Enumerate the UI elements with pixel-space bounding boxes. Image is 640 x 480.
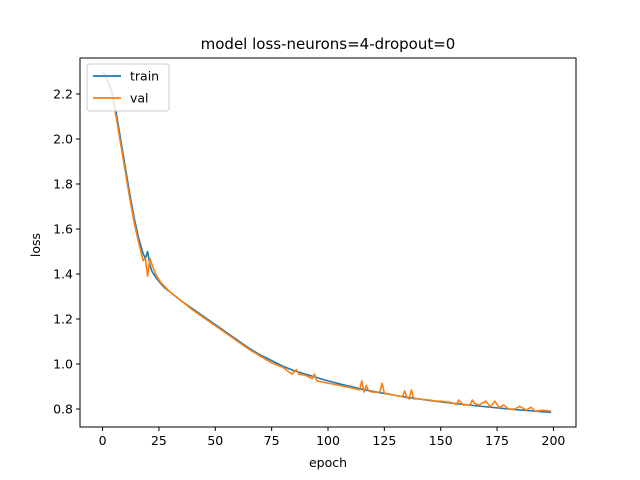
legend: train val — [86, 63, 170, 112]
x-axis: 0 25 50 75 100 125 150 175 200 — [99, 427, 566, 448]
x-axis-title: epoch — [309, 455, 347, 470]
y-axis-title: loss — [28, 233, 43, 257]
y-axis: 0.8 1.0 1.2 1.4 1.6 1.8 2.0 2.2 — [53, 87, 80, 417]
y-tick-label: 0.8 — [53, 402, 73, 417]
y-tick-label: 2.2 — [53, 87, 73, 102]
y-tick-label: 1.0 — [53, 357, 73, 372]
x-tick-label: 200 — [542, 433, 566, 448]
legend-label-train: train — [130, 69, 159, 84]
x-tick-label: 75 — [264, 433, 280, 448]
x-tick-label: 175 — [485, 433, 509, 448]
x-tick-label: 100 — [316, 433, 340, 448]
y-tick-label: 1.4 — [53, 267, 73, 282]
y-tick-label: 1.6 — [53, 222, 73, 237]
y-tick-label: 1.2 — [53, 312, 73, 327]
legend-label-val: val — [130, 91, 149, 106]
x-tick-label: 125 — [372, 433, 396, 448]
x-tick-label: 0 — [99, 433, 107, 448]
chart-title: model loss-neurons=4-dropout=0 — [201, 35, 456, 53]
x-tick-label: 50 — [207, 433, 223, 448]
y-tick-label: 2.0 — [53, 132, 73, 147]
y-tick-label: 1.8 — [53, 177, 73, 192]
series-line-val — [101, 73, 552, 413]
x-tick-label: 150 — [429, 433, 453, 448]
x-tick-label: 25 — [151, 433, 167, 448]
